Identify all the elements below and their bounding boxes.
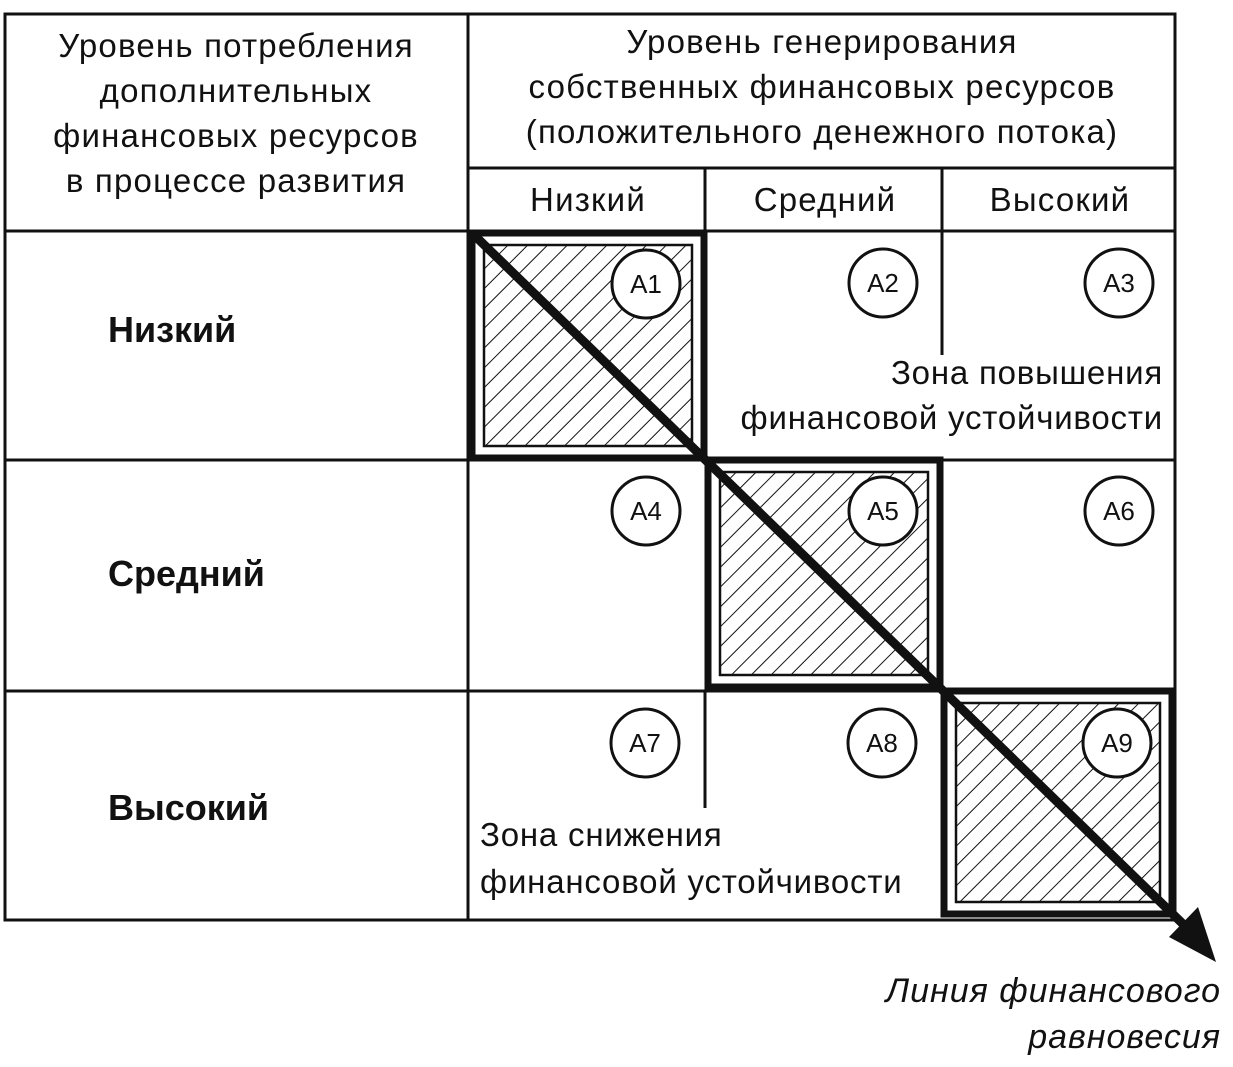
column-header-line-1: Уровень генерирования [626, 23, 1017, 60]
column-header-line-3: (положительного денежного потока) [526, 113, 1118, 150]
zone-up-line-2: финансовой устойчивости [741, 399, 1163, 436]
zone-down-line-2: финансовой устойчивости [480, 863, 902, 900]
cell-a2: А2 [847, 247, 919, 319]
arrowhead-icon [1169, 907, 1216, 962]
row-label-medium: Средний [108, 553, 265, 594]
cell-a8-label: А8 [866, 728, 898, 758]
cell-a2-label: А2 [867, 268, 899, 298]
cell-a6: А6 [1083, 475, 1155, 547]
column-header-line-2: собственных финансовых ресурсов [529, 68, 1116, 105]
cell-a1-label: А1 [630, 269, 662, 299]
cell-a6-label: А6 [1103, 496, 1135, 526]
cell-a4: А4 [610, 475, 682, 547]
cell-a9-label: А9 [1101, 728, 1133, 758]
zone-up-line-1: Зона повышения [891, 354, 1163, 391]
equilibrium-line [468, 229, 1216, 962]
row-label-high: Высокий [108, 787, 269, 828]
table-grid [3, 12, 1177, 922]
cell-a7: А7 [609, 707, 681, 779]
column-label-low: Низкий [530, 181, 646, 218]
cell-a5-label: А5 [867, 496, 899, 526]
cell-a8: А8 [846, 707, 918, 779]
cell-a1: А1 [610, 248, 682, 320]
row-header-line-1: Уровень потребления [58, 27, 414, 64]
cell-a3: А3 [1083, 247, 1155, 319]
cell-a5: А5 [847, 475, 919, 547]
equilibrium-line-label-2: равновесия [1027, 1018, 1221, 1056]
cell-a4-label: А4 [630, 496, 662, 526]
cell-a9: А9 [1081, 707, 1153, 779]
row-header-line-2: дополнительных [100, 72, 373, 109]
column-label-medium: Средний [754, 181, 897, 218]
cell-a3-label: А3 [1103, 268, 1135, 298]
column-label-high: Высокий [990, 181, 1131, 218]
zone-down-line-1: Зона снижения [480, 816, 723, 853]
equilibrium-line-label-1: Линия финансового [884, 972, 1221, 1010]
row-header-line-4: в процессе развития [66, 162, 406, 199]
cell-a7-label: А7 [629, 728, 661, 758]
row-label-low: Низкий [108, 309, 236, 350]
row-header-line-3: финансовых ресурсов [53, 117, 419, 154]
